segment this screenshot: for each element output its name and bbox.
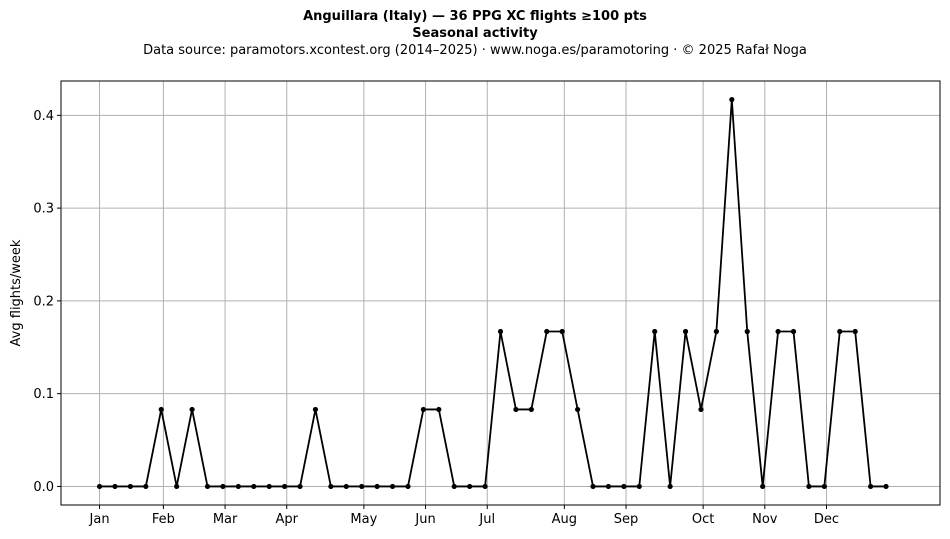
data-point (652, 328, 658, 335)
chart-subtitle: Seasonal activity (412, 26, 538, 41)
data-point (343, 483, 349, 490)
grid (61, 81, 940, 505)
data-point (868, 483, 874, 490)
x-tick-label: Jan (89, 512, 110, 527)
x-tick-label: Nov (752, 512, 778, 527)
data-point (744, 328, 750, 335)
data-point (559, 328, 565, 335)
data-point (127, 483, 133, 490)
data-point (251, 483, 257, 490)
data-point (328, 483, 334, 490)
data-point (790, 328, 797, 335)
data-point (497, 328, 504, 335)
x-tick-label: Jun (414, 512, 435, 527)
data-point (621, 483, 627, 490)
data-point (575, 406, 581, 413)
data-point (158, 406, 164, 413)
data-point (220, 483, 226, 490)
data-point (312, 406, 319, 413)
data-point (297, 483, 303, 490)
data-point (282, 483, 288, 490)
data-point (451, 483, 457, 490)
data-point (821, 483, 827, 490)
data-point (682, 328, 689, 335)
data-point (760, 483, 766, 490)
data-point (436, 406, 442, 413)
data-point (482, 483, 488, 490)
y-tick-label: 0.4 (33, 109, 54, 124)
data-point (96, 483, 103, 490)
x-tick-label: Feb (152, 512, 175, 527)
chart-header: Anguillara (Italy) — 36 PPG XC flights ≥… (0, 8, 950, 59)
x-tick-label: May (350, 512, 377, 527)
data-point (235, 483, 241, 490)
data-point (837, 328, 843, 335)
y-tick-label: 0.3 (33, 202, 54, 217)
data-point (713, 328, 719, 335)
data-point (544, 328, 550, 335)
x-tick-label: Apr (276, 512, 299, 527)
y-tick-label: 0.2 (33, 294, 54, 309)
y-axis-label: Avg flights/week (9, 239, 24, 346)
data-point (667, 483, 673, 490)
data-point (405, 483, 411, 490)
data-point (729, 96, 735, 103)
data-point (883, 483, 889, 490)
series-line (99, 98, 887, 488)
data-point (698, 406, 704, 413)
data-point (852, 328, 858, 335)
series-line-group (99, 98, 887, 488)
data-point (605, 483, 612, 490)
x-tick-label: Mar (213, 512, 238, 527)
x-tick-label: Dec (814, 512, 839, 527)
data-point (389, 483, 396, 490)
data-point (467, 483, 473, 490)
data-point (420, 406, 426, 413)
x-tick-label: Sep (614, 512, 639, 527)
data-point (636, 483, 642, 490)
axis-ticks: Jan Feb Mar Apr May Jun Jul Aug Sep Oct Nov Dec 0.0 0… (33, 109, 839, 527)
data-point (189, 406, 195, 413)
x-tick-label: Oct (692, 512, 714, 527)
x-tick-label: Jul (478, 512, 495, 527)
data-point (513, 406, 519, 413)
data-point (359, 483, 365, 490)
data-point (528, 406, 534, 413)
data-point (590, 483, 596, 490)
data-point (174, 483, 180, 490)
data-point (112, 483, 118, 490)
data-markers (96, 96, 889, 490)
data-point (204, 483, 211, 490)
plot-frame (60, 80, 941, 506)
chart-title: Anguillara (Italy) — 36 PPG XC flights ≥… (303, 9, 647, 24)
data-point (374, 483, 380, 490)
data-point (143, 483, 149, 490)
x-tick-label: Aug (552, 512, 577, 527)
data-point (806, 483, 812, 490)
data-point (266, 483, 272, 490)
y-tick-label: 0.1 (33, 387, 54, 402)
chart-source: Data source: paramotors.xcontest.org (20… (143, 43, 807, 58)
data-point (775, 328, 781, 335)
y-tick-label: 0.0 (33, 480, 54, 495)
